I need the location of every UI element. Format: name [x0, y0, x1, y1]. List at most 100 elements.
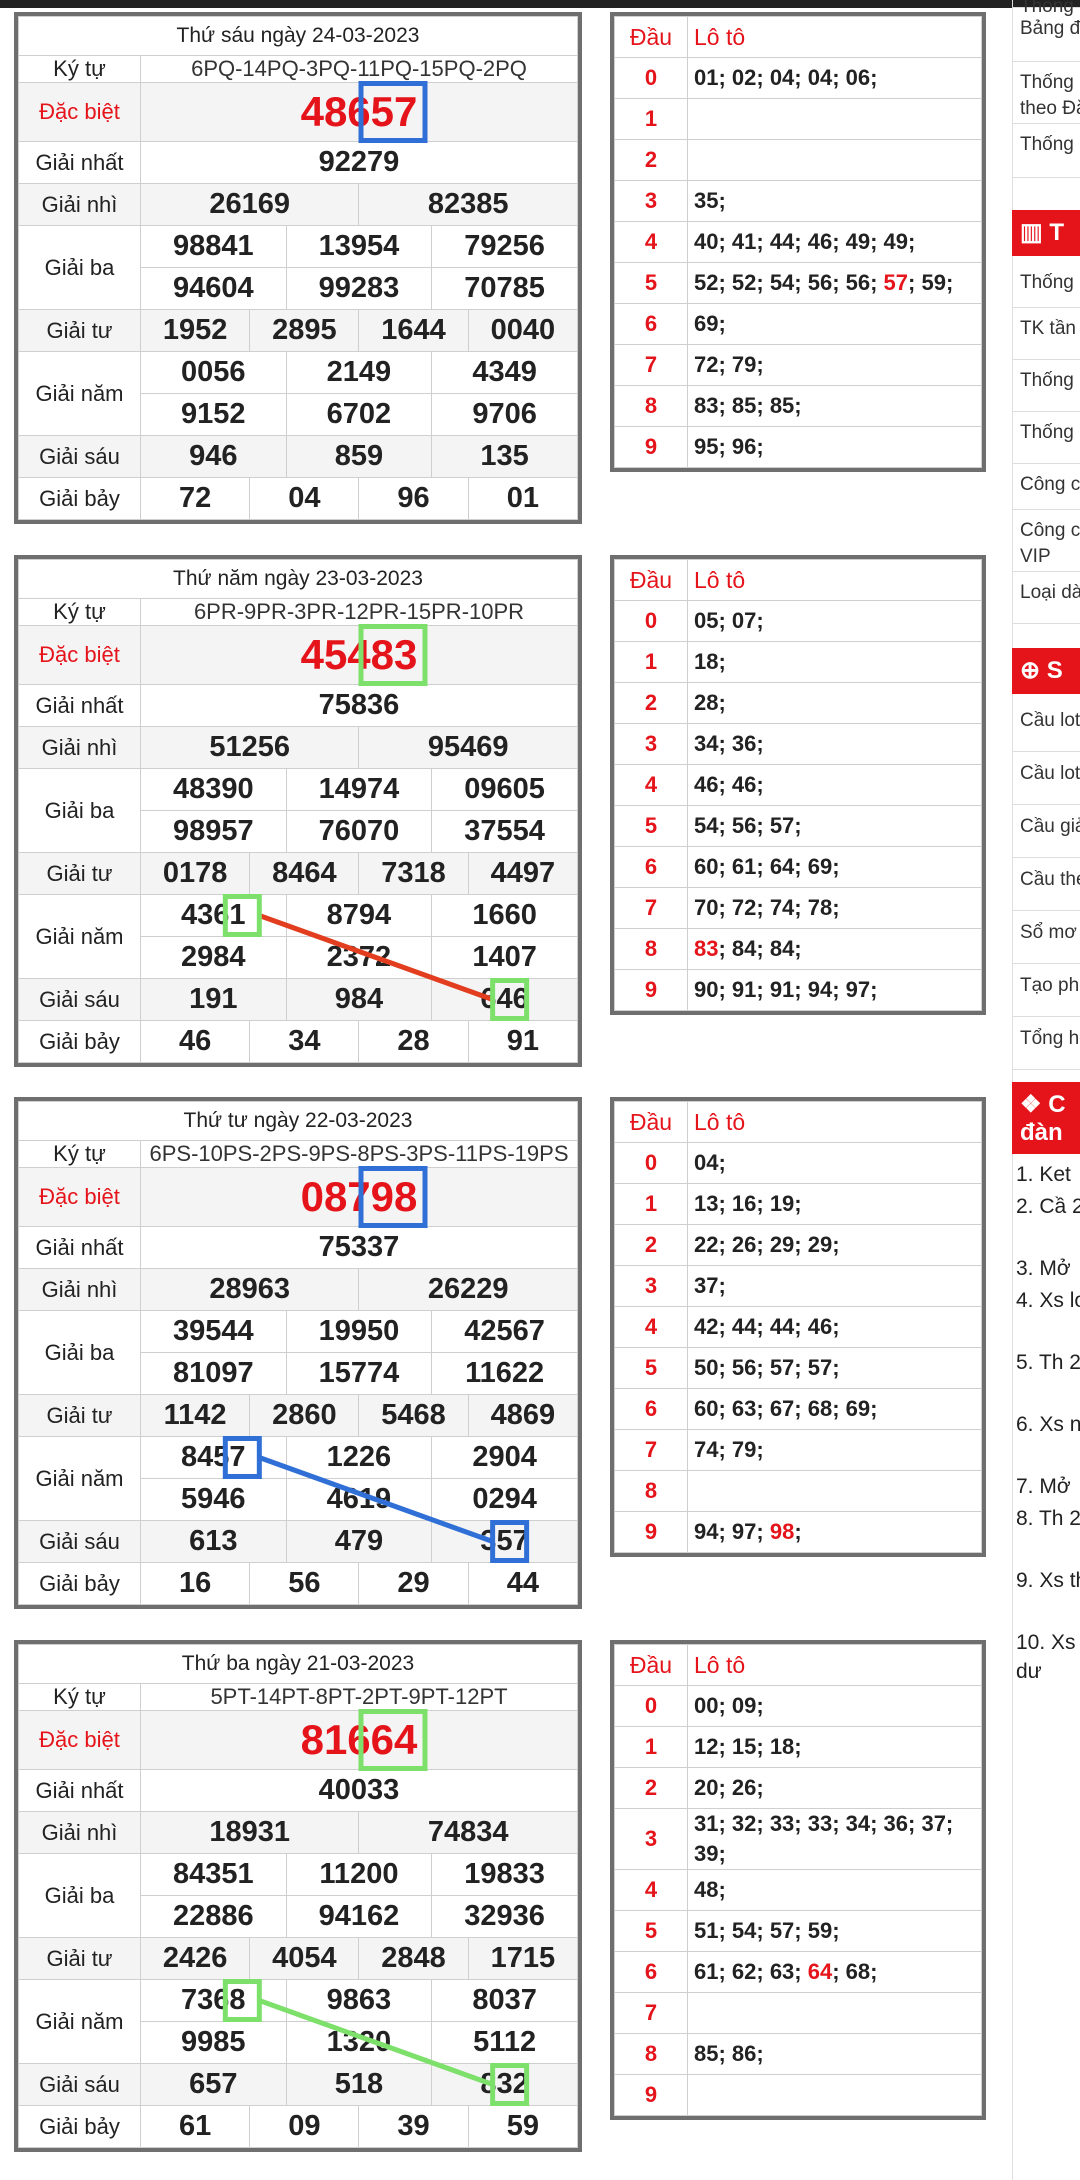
loto-table: Đầu Lô tô 0 00; 09; 1 12; 15; 18; 2 20; 26; 3 31;…	[610, 1640, 986, 2120]
fifth-prize: 9152	[140, 393, 287, 436]
sidebar-link[interactable]: Cầu giả	[1012, 806, 1080, 858]
sidebar-link[interactable]: Công cụ VIP	[1012, 510, 1080, 572]
row-label: Giải nhì	[18, 1811, 141, 1854]
dau-digit: 3	[614, 1808, 688, 1870]
dau-digit: 4	[614, 1306, 688, 1348]
loto-row: 6 61; 62; 63; 64; 68;	[614, 1951, 982, 1993]
third-prize: 76070	[285, 810, 433, 853]
draw-date-title: Thứ tư ngày 22-03-2023	[18, 1101, 578, 1141]
dau-digit: 0	[614, 1142, 688, 1184]
row-label: Ký tự	[18, 1140, 141, 1168]
fifth-prize: 4619	[285, 1478, 433, 1521]
sidebar-list-item[interactable]: 4. Xs lon	[1016, 1289, 1080, 1312]
loto-highlight: 57	[883, 270, 909, 295]
sidebar-link[interactable]: Tổng hợ	[1012, 1018, 1080, 1070]
sidebar-link[interactable]: Thống	[1012, 0, 1080, 17]
loto-values: 13; 16; 19;	[687, 1183, 982, 1225]
sidebar-link[interactable]: Cầu lot	[1012, 753, 1080, 805]
third-prize: 37554	[431, 810, 578, 853]
seventh-prize: 96	[358, 477, 469, 520]
row-label: Giải bảy	[18, 2105, 141, 2148]
sidebar-link[interactable]: Bảng đ	[1012, 8, 1080, 62]
loto-row: 4 48;	[614, 1869, 982, 1911]
row-label: Đặc biệt	[18, 82, 141, 142]
sixth-prize: 646	[431, 978, 578, 1021]
loto-row: 5 51; 54; 57; 59;	[614, 1910, 982, 1952]
third-prize: 19950	[285, 1310, 433, 1353]
sidebar-list-item[interactable]: 5. Th 25,	[1016, 1351, 1080, 1374]
draw-results-table: Thứ sáu ngày 24-03-2023 Ký tự 6PQ-14PQ-3PQ…	[14, 12, 582, 524]
third-prize: 14974	[285, 768, 433, 811]
sidebar-link[interactable]: Thống l theo Đặ	[1012, 62, 1080, 124]
sidebar-list-item[interactable]: 1. Ket	[1016, 1163, 1071, 1186]
loto-values: 74; 79;	[687, 1429, 982, 1471]
dau-digit: 4	[614, 764, 688, 806]
loto-values: 31; 32; 33; 33; 34; 36; 37; 39;	[687, 1808, 982, 1870]
sidebar-link[interactable]: Sổ mơ	[1012, 912, 1080, 964]
dau-digit: 9	[614, 969, 688, 1011]
loto-row: 0 04;	[614, 1142, 982, 1184]
sidebar-section-header: ⊕ S	[1012, 648, 1080, 694]
third-prize: 99283	[285, 267, 433, 310]
sidebar-link[interactable]: Cầu the	[1012, 859, 1080, 911]
sidebar-list-item[interactable]: 2. Cầ 25,	[1016, 1195, 1080, 1218]
bar-chart-icon: ▥	[1020, 219, 1050, 246]
loto-row: 2 28;	[614, 682, 982, 724]
fifth-prize: 4349	[431, 351, 578, 394]
loto-highlight: 83	[694, 936, 719, 961]
dau-digit: 1	[614, 641, 688, 683]
sidebar-list-item[interactable]: 6. Xs nằ	[1016, 1413, 1080, 1436]
loto-row: 9 90; 91; 91; 94; 97;	[614, 969, 982, 1011]
third-prize: 11200	[285, 1853, 433, 1896]
fourth-prize: 0040	[467, 309, 579, 352]
third-prize: 94162	[285, 1895, 433, 1938]
sidebar-link[interactable]: Thống l	[1012, 412, 1080, 464]
third-prize: 09605	[431, 768, 578, 811]
sidebar-link[interactable]: TK tần	[1012, 308, 1080, 360]
dau-digit: 2	[614, 1767, 688, 1809]
third-prize: 15774	[285, 1352, 433, 1395]
sidebar-link[interactable]: Loại dà	[1012, 572, 1080, 624]
sidebar-list-item[interactable]: 7. Mở	[1016, 1475, 1071, 1498]
sidebar-link[interactable]: Thống l	[1012, 262, 1080, 308]
loto-values	[687, 1992, 982, 2034]
loto-row: 8 83; 85; 85;	[614, 385, 982, 427]
dau-digit: 7	[614, 1429, 688, 1471]
sidebar-link[interactable]: Cầu lot	[1012, 700, 1080, 752]
sixth-prize: 859	[285, 435, 433, 478]
sidebar-link[interactable]: Thống l	[1012, 124, 1080, 178]
sidebar-link[interactable]: Công cụ	[1012, 464, 1080, 510]
loto-row: 8	[614, 1470, 982, 1512]
seventh-prize: 39	[358, 2105, 469, 2148]
row-label: Giải sáu	[18, 2063, 141, 2106]
fifth-prize: 9706	[431, 393, 578, 436]
loto-row: 4 46; 46;	[614, 764, 982, 806]
loto-values: 12; 15; 18;	[687, 1726, 982, 1768]
dau-digit: 4	[614, 221, 688, 263]
row-label: Ký tự	[18, 55, 141, 83]
loto-row: 2 22; 26; 29; 29;	[614, 1224, 982, 1266]
sidebar-list-item[interactable]: 10. Xs dư	[1016, 1631, 1076, 1683]
loto-row: 8 85; 86;	[614, 2033, 982, 2075]
sidebar-list-item[interactable]: 8. Th 24,	[1016, 1507, 1080, 1530]
loto-row: 1	[614, 98, 982, 140]
sidebar-link[interactable]: Tạo phố	[1012, 965, 1080, 1017]
sidebar-list-item[interactable]: 9. Xs thu	[1016, 1569, 1080, 1592]
loto-values: 90; 91; 91; 94; 97;	[687, 969, 982, 1011]
fifth-prize: 0294	[431, 1478, 578, 1521]
third-prize: 32936	[431, 1895, 578, 1938]
fifth-prize: 9985	[140, 2021, 287, 2064]
loto-row: 0 05; 07;	[614, 600, 982, 642]
row-label: Giải ba	[18, 768, 141, 853]
row-label: Giải năm	[18, 894, 141, 979]
loto-values: 35;	[687, 180, 982, 222]
sidebar-list-item[interactable]: 3. Mở	[1016, 1257, 1071, 1280]
row-label: Đặc biệt	[18, 1710, 141, 1770]
row-label: Giải nhì	[18, 726, 141, 769]
dau-digit: 0	[614, 600, 688, 642]
sidebar-link[interactable]: Thống l	[1012, 360, 1080, 412]
dau-digit: 7	[614, 887, 688, 929]
loto-values: 83; 85; 85;	[687, 385, 982, 427]
third-prize: 98957	[140, 810, 287, 853]
loto-header: Lô tô	[687, 1101, 982, 1143]
